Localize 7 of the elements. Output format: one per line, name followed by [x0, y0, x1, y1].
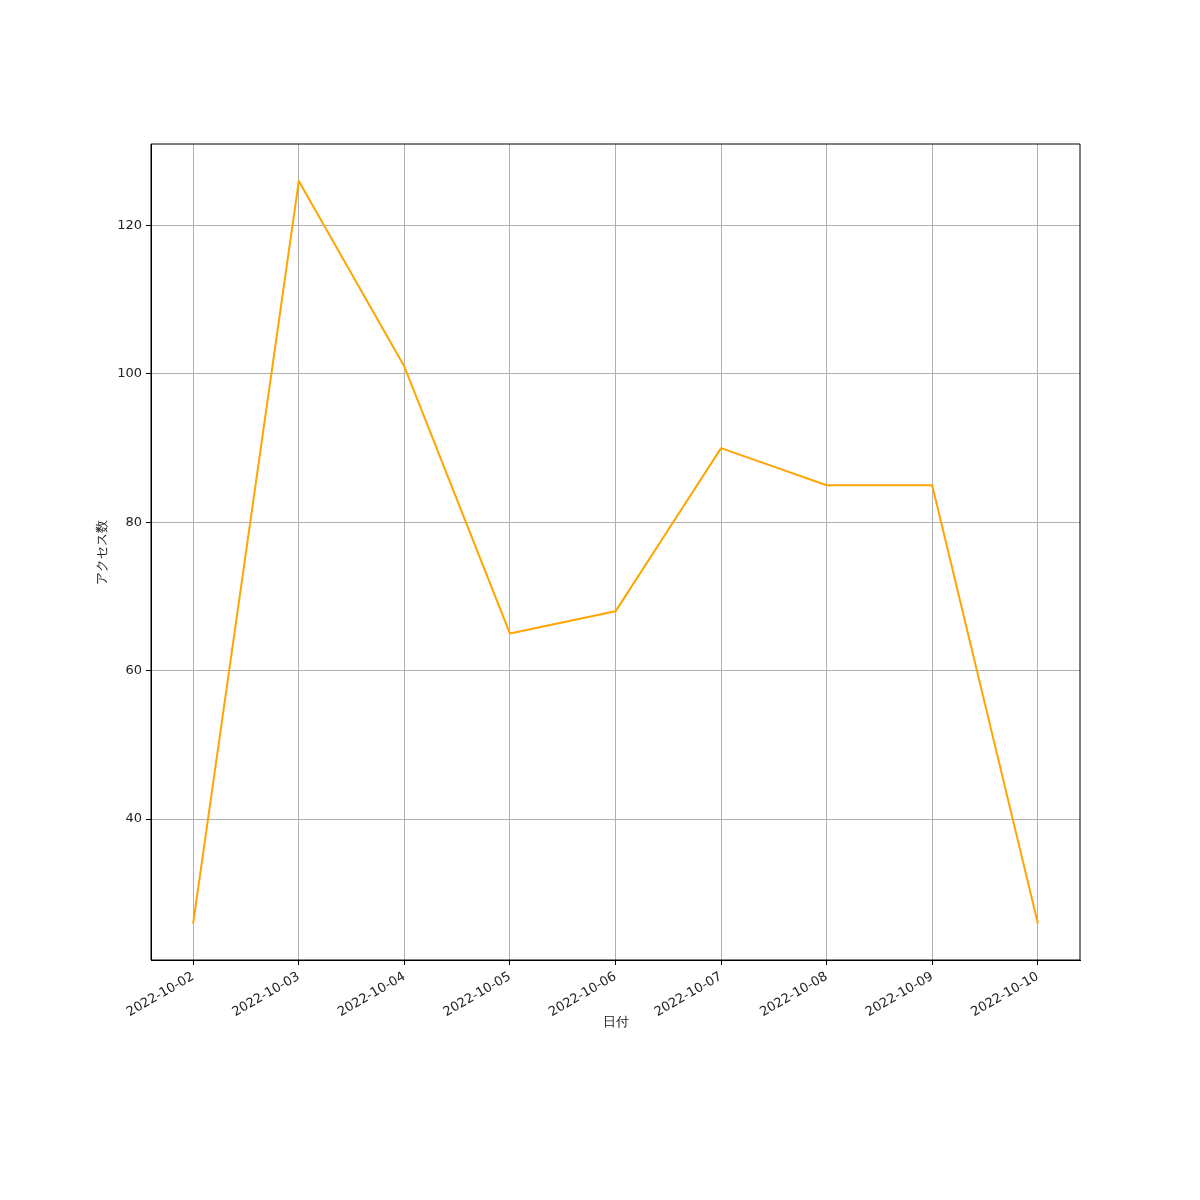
y-tick-label: 100 — [117, 365, 142, 381]
y-axis-title: アクセス数 — [94, 519, 110, 585]
y-tick-label: 80 — [125, 513, 142, 529]
y-tick-label: 60 — [125, 662, 142, 678]
y-tick-label: 40 — [125, 810, 142, 826]
x-axis-title: 日付 — [602, 1013, 629, 1029]
y-tick-label: 120 — [117, 216, 142, 232]
